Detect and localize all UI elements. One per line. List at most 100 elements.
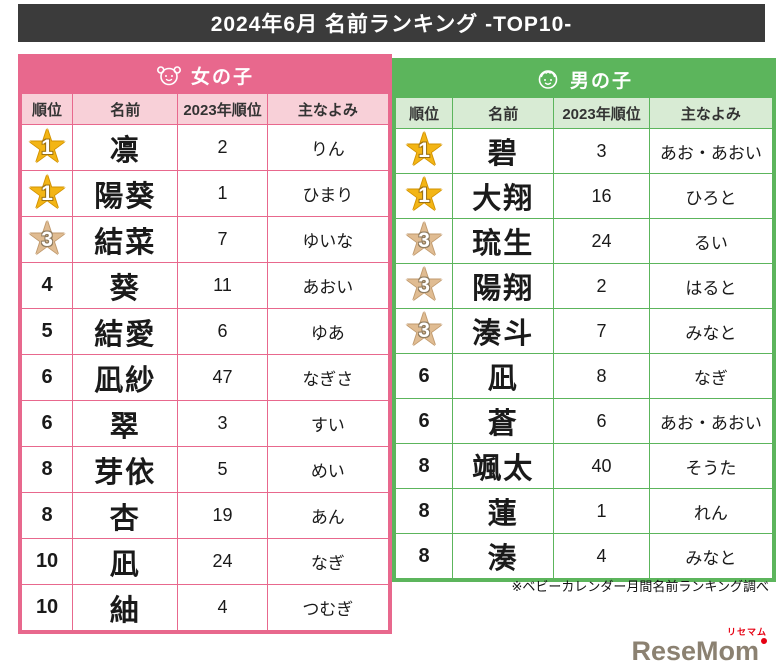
reading-cell: すい bbox=[266, 400, 390, 447]
girls-label: 女の子 bbox=[190, 66, 254, 88]
rank-value: 1 bbox=[418, 139, 430, 162]
boys-ranking-table: 順位 名前 2023年順位 主なよみ 1 碧 3 あお・あおい 1 大翔 16 … bbox=[394, 97, 774, 579]
boy-icon bbox=[535, 66, 561, 92]
table-row: 8 杏 19 あん bbox=[20, 492, 390, 539]
table-row: 8 蓮 1 れん bbox=[394, 488, 774, 534]
reading-cell: ゆいな bbox=[266, 216, 390, 263]
table-row: 3 陽翔 2 はると bbox=[394, 263, 774, 309]
name-cell: 陽葵 bbox=[72, 170, 179, 217]
name-cell: 葵 bbox=[72, 262, 179, 309]
prev-rank-cell: 8 bbox=[553, 353, 650, 399]
rank-value: 8 bbox=[41, 458, 53, 480]
col-reading: 主なよみ bbox=[266, 93, 390, 125]
prev-rank-cell: 7 bbox=[177, 216, 268, 263]
name-cell: 凛 bbox=[72, 124, 179, 171]
name-cell: 紬 bbox=[72, 584, 179, 631]
reading-cell: りん bbox=[266, 124, 390, 171]
name-cell: 杏 bbox=[72, 492, 179, 539]
rank-cell: 8 bbox=[20, 446, 74, 493]
rank-value: 3 bbox=[418, 229, 430, 252]
name-cell: 凪紗 bbox=[72, 354, 179, 401]
prev-rank-cell: 4 bbox=[177, 584, 268, 631]
reading-cell: るい bbox=[648, 218, 774, 264]
reading-cell: あおい bbox=[266, 262, 390, 309]
rank-cell: 1 bbox=[394, 173, 454, 219]
rank-value: 8 bbox=[418, 544, 430, 567]
rank-value: 1 bbox=[418, 184, 430, 207]
table-row: 3 結菜 7 ゆいな bbox=[20, 216, 390, 263]
reading-cell: なぎ bbox=[648, 353, 774, 399]
rank-cell: 1 bbox=[20, 124, 74, 171]
col-name: 名前 bbox=[452, 97, 555, 129]
reading-cell: そうた bbox=[648, 443, 774, 489]
reading-cell: ひまり bbox=[266, 170, 390, 217]
rank-cell: 1 bbox=[20, 170, 74, 217]
name-cell: 翠 bbox=[72, 400, 179, 447]
table-row: 8 湊 4 みなと bbox=[394, 533, 774, 579]
rank-value: 8 bbox=[41, 504, 53, 526]
boys-label: 男の子 bbox=[569, 70, 633, 92]
column-header-row: 順位 名前 2023年順位 主なよみ bbox=[20, 93, 390, 125]
rank-cell: 8 bbox=[394, 533, 454, 579]
rank-cell: 8 bbox=[20, 492, 74, 539]
prev-rank-cell: 5 bbox=[177, 446, 268, 493]
rank-cell: 3 bbox=[394, 218, 454, 264]
prev-rank-cell: 19 bbox=[177, 492, 268, 539]
reading-cell: ひろと bbox=[648, 173, 774, 219]
rank-cell: 1 bbox=[394, 128, 454, 174]
logo-text: ReseMom bbox=[631, 636, 759, 666]
rank-value: 10 bbox=[35, 596, 59, 618]
table-row: 1 碧 3 あお・あおい bbox=[394, 128, 774, 174]
name-cell: 湊斗 bbox=[452, 308, 555, 354]
rank-value: 6 bbox=[41, 366, 53, 388]
rank-cell: 5 bbox=[20, 308, 74, 355]
name-cell: 蒼 bbox=[452, 398, 555, 444]
table-row: 6 凪 8 なぎ bbox=[394, 353, 774, 399]
source-note: ※ベビーカレンダー月間名前ランキング調べ bbox=[511, 579, 769, 594]
rank-cell: 10 bbox=[20, 538, 74, 585]
rank-value: 8 bbox=[418, 499, 430, 522]
rank-value: 4 bbox=[41, 274, 53, 296]
prev-rank-cell: 4 bbox=[553, 533, 650, 579]
rank-value: 3 bbox=[418, 274, 430, 297]
prev-rank-cell: 1 bbox=[553, 488, 650, 534]
resemom-logo: リセマム ReseMom bbox=[631, 628, 767, 665]
prev-rank-cell: 16 bbox=[553, 173, 650, 219]
reading-cell: れん bbox=[648, 488, 774, 534]
rank-cell: 8 bbox=[394, 488, 454, 534]
prev-rank-cell: 3 bbox=[553, 128, 650, 174]
col-prev: 2023年順位 bbox=[553, 97, 650, 129]
name-cell: 琉生 bbox=[452, 218, 555, 264]
reading-cell: はると bbox=[648, 263, 774, 309]
table-row: 1 大翔 16 ひろと bbox=[394, 173, 774, 219]
prev-rank-cell: 2 bbox=[177, 124, 268, 171]
prev-rank-cell: 24 bbox=[177, 538, 268, 585]
girls-table: 女の子 順位 名前 2023年順位 主なよみ 1 凛 2 りん 1 陽葵 1 ひ… bbox=[18, 54, 392, 634]
table-row: 4 葵 11 あおい bbox=[20, 262, 390, 309]
reading-cell: みなと bbox=[648, 533, 774, 579]
table-row: 6 蒼 6 あお・あおい bbox=[394, 398, 774, 444]
prev-rank-cell: 2 bbox=[553, 263, 650, 309]
boys-table: 男の子 順位 名前 2023年順位 主なよみ 1 碧 3 あお・あおい 1 大翔… bbox=[392, 58, 776, 582]
prev-rank-cell: 11 bbox=[177, 262, 268, 309]
col-name: 名前 bbox=[72, 93, 179, 125]
table-row: 8 颯太 40 そうた bbox=[394, 443, 774, 489]
name-cell: 凪 bbox=[452, 353, 555, 399]
rank-cell: 6 bbox=[20, 400, 74, 447]
reading-cell: あお・あおい bbox=[648, 398, 774, 444]
table-row: 8 芽依 5 めい bbox=[20, 446, 390, 493]
table-row: 3 琉生 24 るい bbox=[394, 218, 774, 264]
logo-subtext: リセマム bbox=[726, 627, 767, 637]
rank-value: 6 bbox=[41, 412, 53, 434]
rank-value: 8 bbox=[418, 454, 430, 477]
prev-rank-cell: 47 bbox=[177, 354, 268, 401]
reading-cell: つむぎ bbox=[266, 584, 390, 631]
rank-value: 3 bbox=[418, 319, 430, 342]
reading-cell: なぎさ bbox=[266, 354, 390, 401]
prev-rank-cell: 1 bbox=[177, 170, 268, 217]
table-row: 5 結愛 6 ゆあ bbox=[20, 308, 390, 355]
rank-value: 3 bbox=[41, 227, 53, 251]
rank-cell: 3 bbox=[20, 216, 74, 263]
girls-table-header: 女の子 bbox=[21, 57, 389, 93]
rank-cell: 8 bbox=[394, 443, 454, 489]
